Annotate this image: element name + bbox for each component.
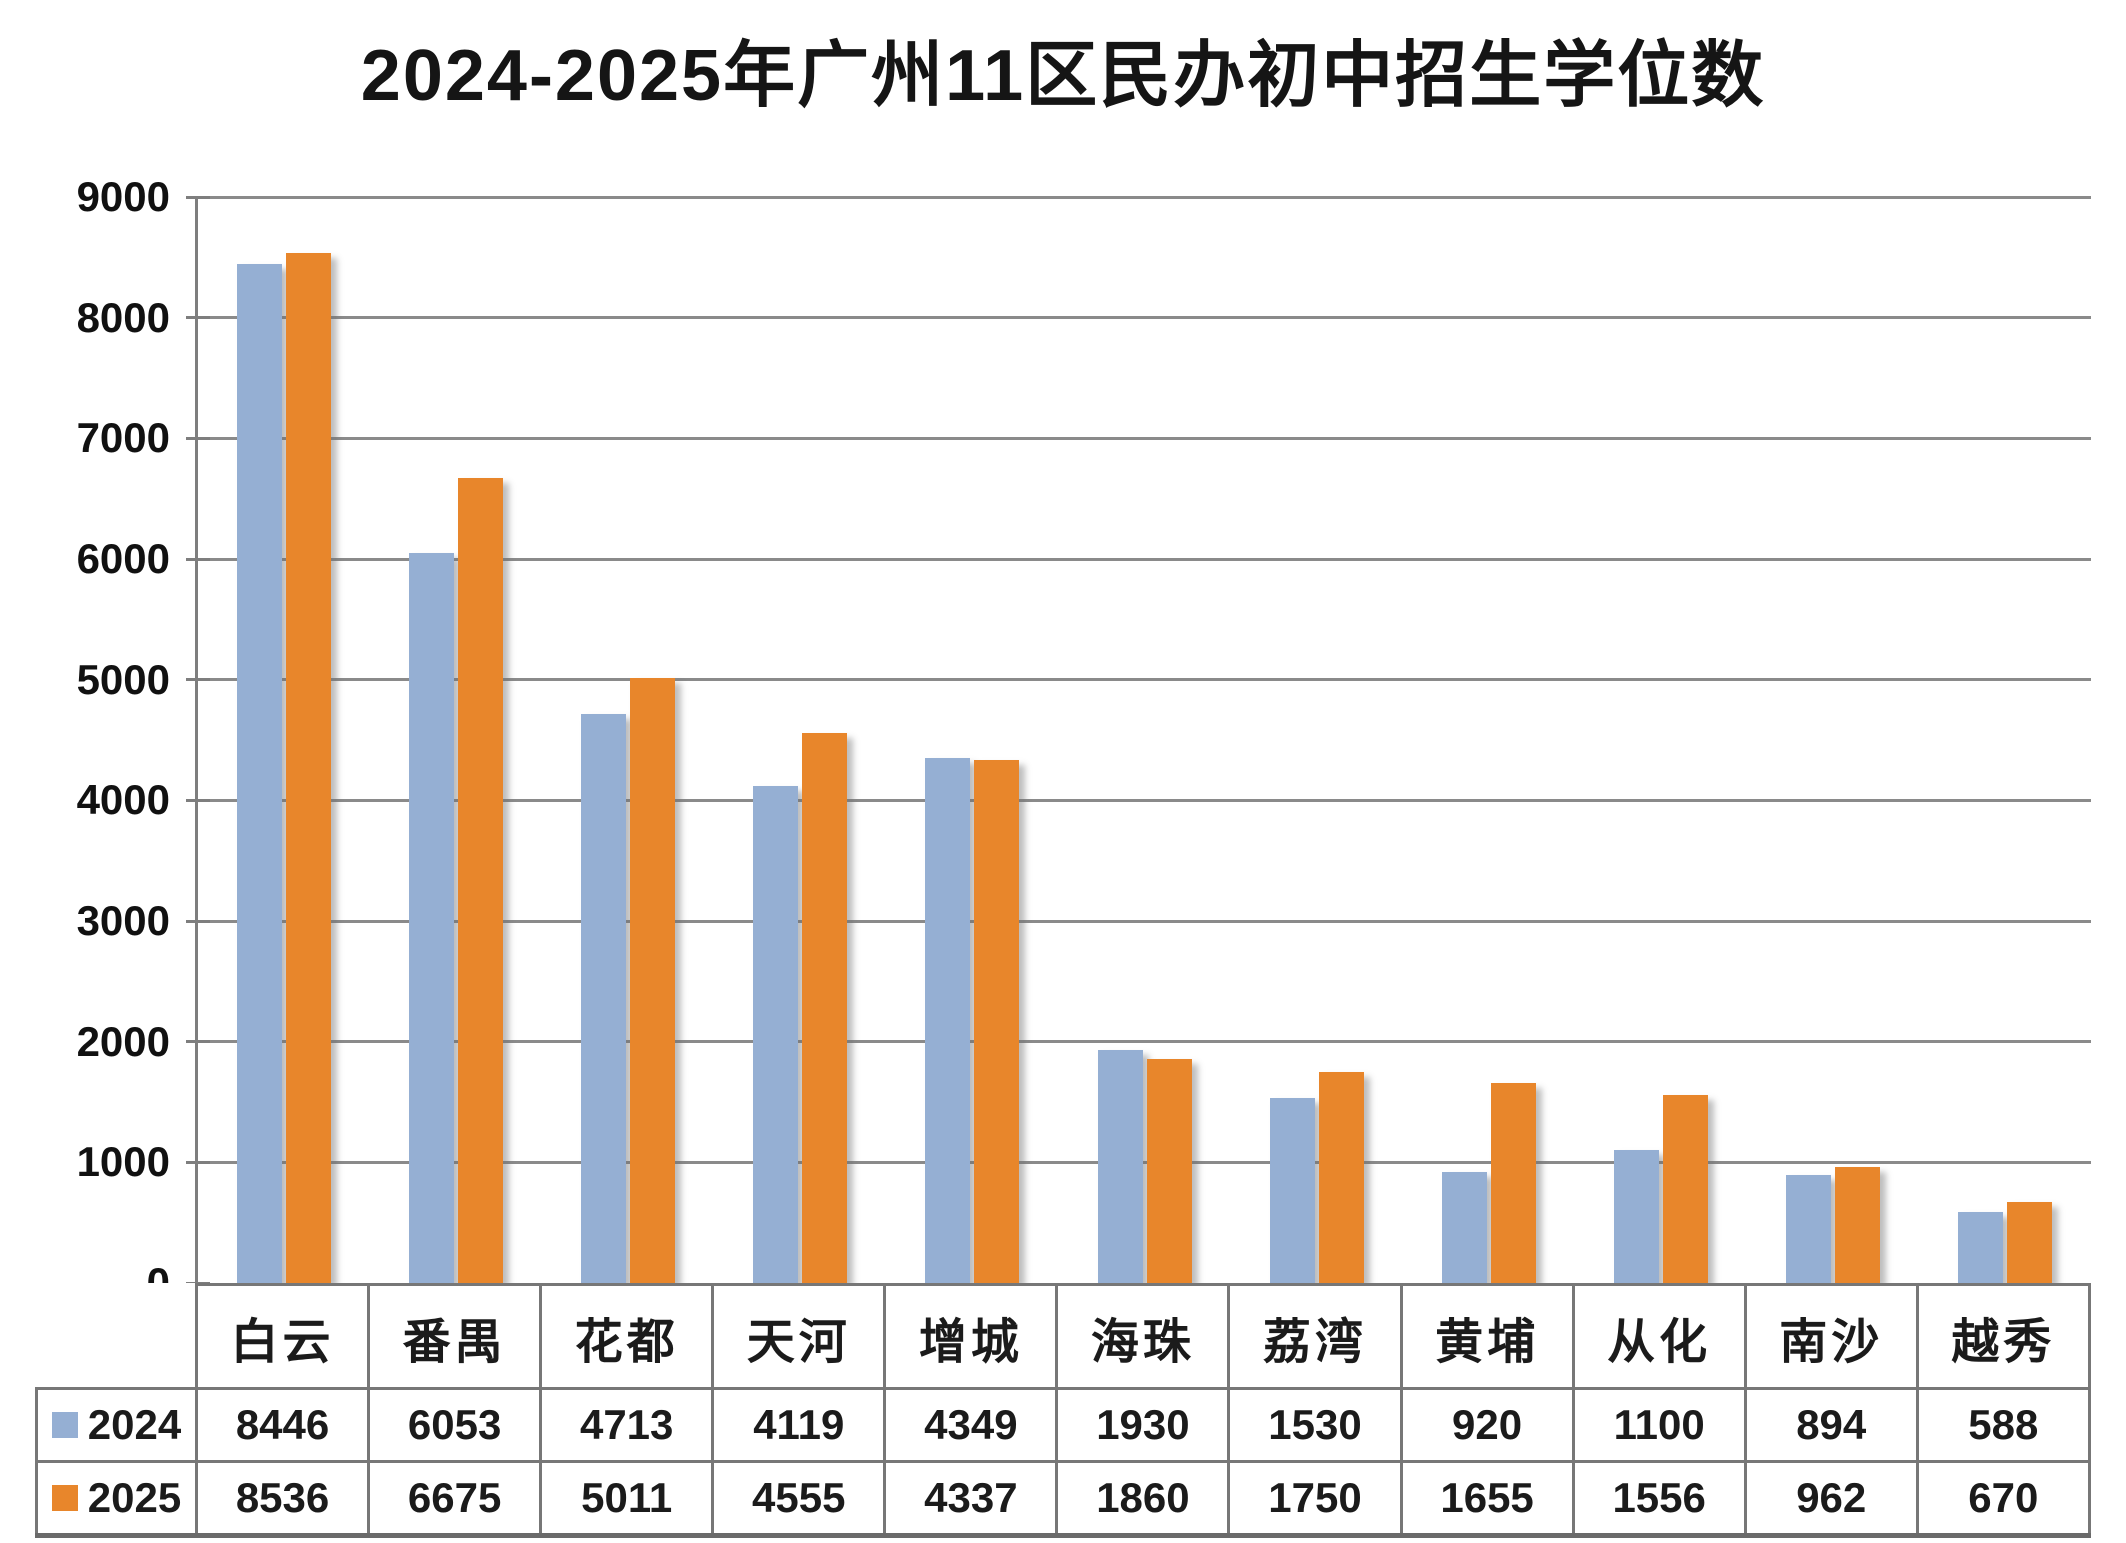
category-cell-黄埔: 黄埔 (1399, 1283, 1575, 1390)
bar-2024-白云 (237, 263, 283, 1283)
bar-2025-天河 (802, 733, 848, 1283)
bar-2025-番禺 (458, 477, 504, 1283)
bar-2024-南沙 (1785, 1175, 1831, 1283)
category-cell-南沙: 南沙 (1743, 1283, 1919, 1390)
value-cell-2025-增城: 4337 (883, 1460, 1059, 1538)
bar-2025-越秀 (2006, 1202, 2052, 1283)
gridline-4000 (198, 798, 2091, 802)
bar-2025-白云 (286, 253, 332, 1283)
category-cell-荔湾: 荔湾 (1227, 1283, 1403, 1390)
value-cell-2025-白云: 8536 (194, 1460, 371, 1538)
category-cell-增城: 增城 (883, 1283, 1059, 1390)
value-cell-2025-黄埔: 1655 (1399, 1460, 1575, 1538)
legend-label-2024: 2024 (87, 1401, 182, 1448)
bar-2024-番禺 (409, 552, 455, 1283)
plot-area (186, 195, 2091, 1285)
category-cell-天河: 天河 (711, 1283, 887, 1390)
legend-key-2024-icon (51, 1412, 78, 1438)
gridline-6000 (198, 557, 2091, 561)
y-axis-tick (186, 1040, 210, 1044)
value-cell-2025-番禺: 6675 (367, 1460, 543, 1538)
chart-title: 2024-2025年广州11区民办初中招生学位数 (360, 36, 1766, 116)
value-cell-2025-花都: 5011 (539, 1460, 715, 1538)
category-cell-海珠: 海珠 (1055, 1283, 1231, 1390)
bar-2024-海珠 (1097, 1050, 1143, 1283)
bar-2025-花都 (630, 678, 676, 1283)
gridline-5000 (198, 678, 2091, 682)
value-cell-2025-荔湾: 1750 (1227, 1460, 1403, 1538)
table-corner-spacer (36, 1284, 197, 1389)
value-cell-2024-增城: 4349 (883, 1387, 1059, 1463)
gridline-8000 (198, 316, 2091, 320)
y-axis-tick (186, 316, 210, 320)
value-cell-2025-南沙: 962 (1743, 1460, 1919, 1538)
y-axis-tick-label: 8000 (76, 293, 170, 341)
y-axis-tick (186, 919, 210, 923)
category-cell-花都: 花都 (539, 1283, 715, 1390)
category-cell-番禺: 番禺 (367, 1283, 543, 1390)
y-axis-tick (186, 436, 210, 440)
value-cell-2025-天河: 4555 (711, 1460, 887, 1538)
bar-2025-从化 (1662, 1095, 1708, 1283)
value-cell-2025-从化: 1556 (1571, 1460, 1747, 1538)
value-cell-2024-南沙: 894 (1743, 1387, 1919, 1463)
value-cell-2024-海珠: 1930 (1055, 1387, 1231, 1463)
bar-2024-荔湾 (1269, 1098, 1315, 1283)
gridline-3000 (198, 919, 2091, 923)
y-axis-tick-label: 9000 (76, 173, 170, 220)
gridline-1000 (198, 1160, 2091, 1164)
bar-2024-天河 (753, 785, 799, 1283)
gridline-9000 (198, 195, 2091, 199)
gridline-7000 (198, 436, 2091, 440)
category-cell-越秀: 越秀 (1915, 1283, 2091, 1390)
y-axis-tick-label: 5000 (76, 655, 170, 703)
category-cell-从化: 从化 (1571, 1283, 1747, 1390)
data-table: 白云 番禺 花都 天河 增城 海珠 荔湾 黄埔 从化 南沙 越秀 2024 8446 6053 4713 41… (35, 1283, 2091, 1538)
bar-2024-黄埔 (1441, 1172, 1487, 1283)
legend-label-2025: 2025 (87, 1474, 182, 1521)
value-cell-2024-从化: 1100 (1571, 1387, 1747, 1463)
legend-key-2025-icon (51, 1485, 78, 1511)
bar-2025-南沙 (1834, 1166, 1880, 1283)
y-axis-tick (186, 678, 210, 682)
value-cell-2024-黄埔: 920 (1399, 1387, 1575, 1463)
y-axis-tick-label: 6000 (76, 535, 170, 582)
value-cell-2024-天河: 4119 (711, 1387, 887, 1463)
y-axis-tick (186, 1160, 210, 1164)
bar-2025-荔湾 (1318, 1071, 1364, 1283)
bar-2024-增城 (925, 758, 971, 1283)
legend-cell-2024: 2024 (35, 1387, 198, 1463)
gridline-2000 (198, 1040, 2091, 1044)
value-cell-2025-越秀: 670 (1915, 1460, 2091, 1538)
y-axis-tick-label: 4000 (76, 776, 170, 824)
category-cell-白云: 白云 (194, 1283, 371, 1390)
bar-2025-黄埔 (1490, 1083, 1536, 1283)
value-cell-2025-海珠: 1860 (1055, 1460, 1231, 1538)
bar-2024-越秀 (1957, 1212, 2003, 1283)
value-cell-2024-花都: 4713 (539, 1387, 715, 1463)
y-axis-tick-label: 3000 (76, 897, 170, 944)
value-cell-2024-荔湾: 1530 (1227, 1387, 1403, 1463)
bar-2024-花都 (581, 714, 627, 1283)
bar-2025-海珠 (1146, 1058, 1192, 1283)
y-axis-tick (186, 195, 210, 199)
y-axis-tick (186, 557, 210, 561)
bar-2024-从化 (1613, 1150, 1659, 1283)
value-cell-2024-白云: 8446 (194, 1387, 371, 1463)
value-cell-2024-番禺: 6053 (367, 1387, 543, 1463)
value-cell-2024-越秀: 588 (1915, 1387, 2091, 1463)
y-axis-tick (186, 798, 210, 802)
legend-cell-2025: 2025 (35, 1460, 198, 1538)
bar-2025-增城 (974, 759, 1020, 1283)
y-axis-tick-label: 7000 (76, 414, 170, 462)
y-axis-tick-label: 1000 (76, 1138, 170, 1186)
y-axis-tick-label: 2000 (76, 1017, 170, 1065)
